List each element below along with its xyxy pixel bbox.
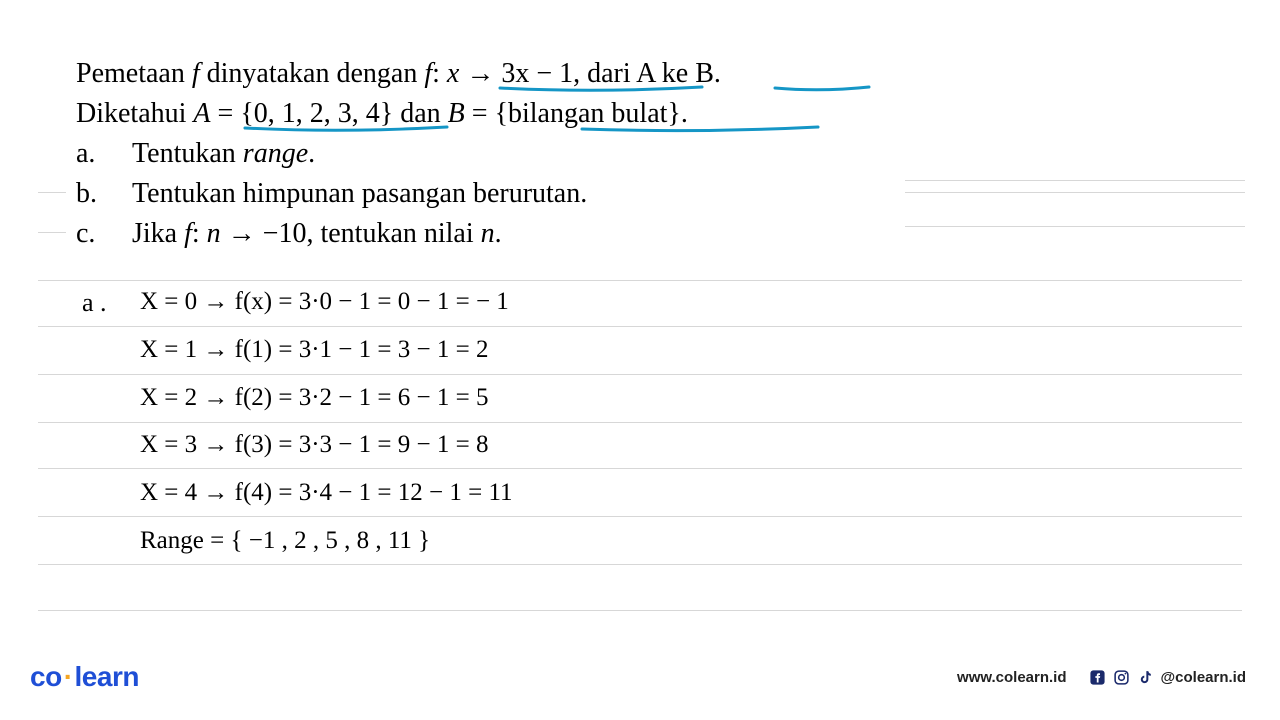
hw-range: Range = { −1 , 2 , 5 , 8 , 11 } <box>140 527 430 555</box>
logo-co: co <box>30 661 62 692</box>
expr: 3x − 1 <box>501 58 573 89</box>
footer: co·learn www.colearn.id @colearn.id <box>0 650 1280 720</box>
t: Jika <box>132 218 184 249</box>
t: Tentukan <box>132 138 243 169</box>
logo-learn: learn <box>75 661 139 692</box>
set-a: {0, 1, 2, 3, 4} <box>240 98 393 129</box>
ruled-line <box>38 564 1242 565</box>
text: : <box>432 58 447 89</box>
text: . <box>681 98 688 129</box>
ruled-line <box>38 374 1242 375</box>
text: → <box>459 58 501 89</box>
t: n <box>481 218 495 249</box>
hw-row-0: X = 0 → f(x) = 3·0 − 1 = 0 − 1 = − 1 <box>140 288 509 316</box>
t: . <box>308 138 315 169</box>
subitem-b-text: Tentukan himpunan pasangan berurutan. <box>132 174 587 214</box>
set-b: {bilangan bulat} <box>495 98 681 129</box>
ruled-line <box>38 516 1242 517</box>
var-x: x <box>447 58 459 89</box>
hw-a: a . <box>82 288 107 317</box>
problem-block: Pemetaan f dinyatakan dengan f: x → 3x −… <box>76 54 1206 254</box>
label-c: c. <box>76 214 104 254</box>
hw-row-2: X = 2 → f(2) = 3·2 − 1 = 6 − 1 = 5 <box>140 384 488 412</box>
brand-logo: co·learn <box>30 661 139 693</box>
subitem-c: c. Jika f: n → −10, tentukan nilai n. <box>76 214 1206 254</box>
subitem-a-text: Tentukan range. <box>132 134 315 174</box>
ruled-line-short <box>905 180 1245 181</box>
logo-dot-icon: · <box>64 661 73 692</box>
hw-row-3: X = 3 → f(3) = 3·3 − 1 = 9 − 1 = 8 <box>140 431 488 459</box>
instagram-icon <box>1113 668 1131 686</box>
var-B: B <box>448 98 465 129</box>
ab-text: A ke B <box>636 58 714 89</box>
t: : <box>192 218 207 249</box>
ruled-line <box>38 280 1242 281</box>
text: . <box>714 58 721 89</box>
label-b: b. <box>76 174 104 214</box>
t: . <box>495 218 502 249</box>
text: Diketahui <box>76 98 193 129</box>
ruled-line <box>38 468 1242 469</box>
expr-text: 3x − 1 <box>501 58 573 89</box>
ruled-line-short <box>905 192 1245 193</box>
a-to-b: A ke B <box>636 58 714 89</box>
text: dinyatakan dengan <box>200 58 425 89</box>
subitem-a: a. Tentukan range. <box>76 134 1206 174</box>
ruled-line <box>38 422 1242 423</box>
t: n <box>207 218 221 249</box>
social-icons: @colearn.id <box>1089 668 1246 686</box>
text: = <box>465 98 495 129</box>
footer-right: www.colearn.id @colearn.id <box>957 668 1246 686</box>
facebook-icon <box>1089 668 1107 686</box>
problem-line-2: Diketahui A = {0, 1, 2, 3, 4} dan B = {b… <box>76 94 1206 134</box>
hw-row-4: X = 4 → f(4) = 3·4 − 1 = 12 − 1 = 11 <box>140 479 513 507</box>
setB-text: {bilangan bulat} <box>495 98 681 129</box>
page-canvas: Pemetaan f dinyatakan dengan f: x → 3x −… <box>0 0 1280 720</box>
tiktok-icon <box>1137 668 1155 686</box>
ruled-line <box>38 610 1242 611</box>
label-a: a. <box>76 134 104 174</box>
text: dan <box>393 98 447 129</box>
footer-handle: @colearn.id <box>1161 669 1246 686</box>
t: → −10, tentukan nilai <box>221 218 481 249</box>
subitem-c-text: Jika f: n → −10, tentukan nilai n. <box>132 214 502 254</box>
var-f: f <box>192 58 200 89</box>
ruled-line <box>38 326 1242 327</box>
footer-url: www.colearn.id <box>957 669 1066 686</box>
text: = <box>211 98 241 129</box>
t: f <box>184 218 192 249</box>
t-em: range <box>243 138 308 169</box>
hw-label-a: a . <box>82 288 107 318</box>
hw-row-1: X = 1 → f(1) = 3·1 − 1 = 3 − 1 = 2 <box>140 336 488 364</box>
setA-text: {0, 1, 2, 3, 4} <box>240 98 393 129</box>
text: Pemetaan <box>76 58 192 89</box>
problem-line-1: Pemetaan f dinyatakan dengan f: x → 3x −… <box>76 54 1206 94</box>
ruled-line-short <box>38 192 66 193</box>
ruled-line-short <box>38 232 66 233</box>
ruled-line-short <box>905 226 1245 227</box>
var-f: f <box>424 58 432 89</box>
var-A: A <box>193 98 210 129</box>
text: , dari <box>573 58 636 89</box>
